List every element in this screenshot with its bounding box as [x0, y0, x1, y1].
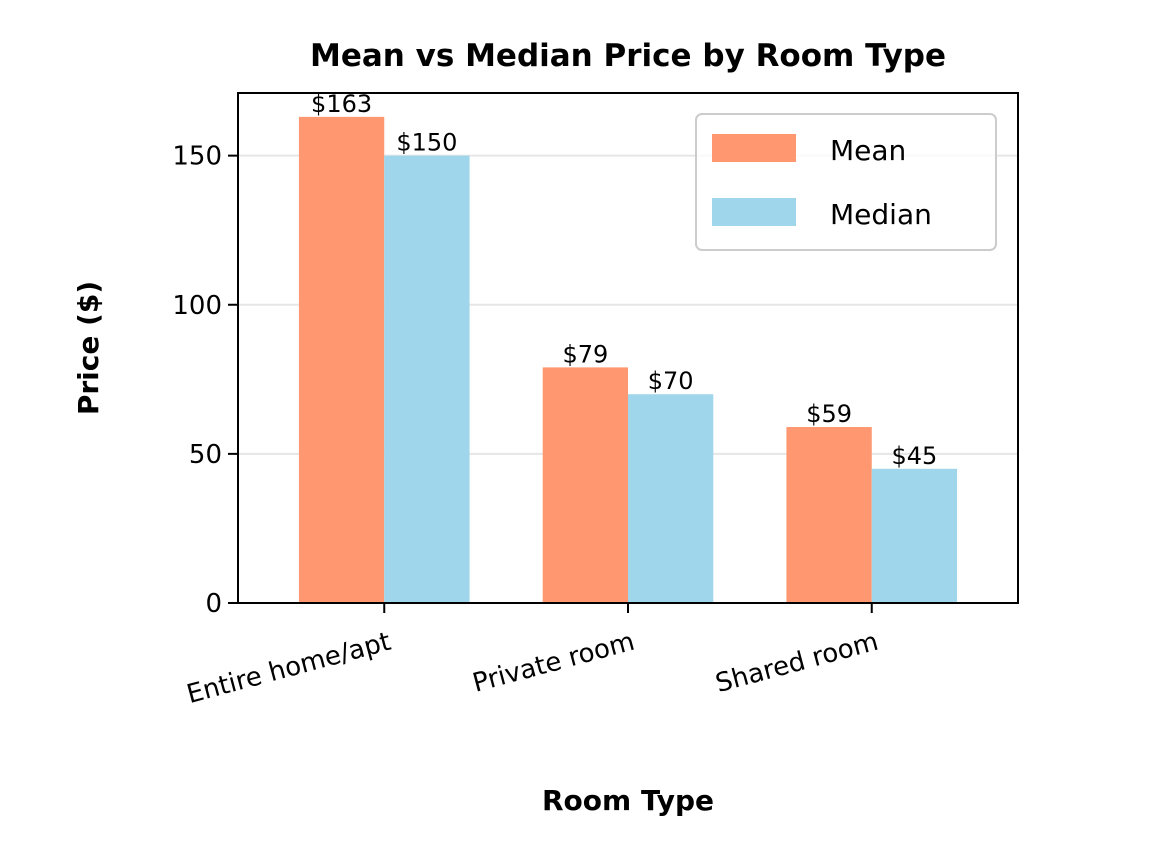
- legend-swatch-median: [712, 198, 796, 226]
- data-label-median: $45: [892, 442, 938, 470]
- data-labels: $163 $150 $79 $70 $59 $45: [311, 90, 937, 470]
- legend: Mean Median: [695, 113, 997, 251]
- data-label-mean: $163: [311, 90, 372, 118]
- bar-median: [628, 394, 714, 603]
- bars: [298, 116, 958, 603]
- data-label-mean: $79: [562, 340, 608, 368]
- legend-label-mean: Mean: [830, 134, 906, 167]
- y-axis-label: Price ($): [72, 281, 105, 415]
- y-tick-label: 100: [172, 291, 222, 321]
- bar-median: [384, 155, 470, 603]
- legend-swatch-mean: [712, 134, 796, 162]
- y-tick-label: 50: [189, 440, 222, 470]
- bar-mean: [542, 367, 628, 603]
- bar-median: [871, 468, 958, 603]
- y-tick-label: 0: [205, 589, 222, 619]
- x-axis-label: Room Type: [542, 784, 714, 817]
- legend-label-median: Median: [830, 198, 932, 231]
- chart-title: Mean vs Median Price by Room Type: [310, 38, 946, 74]
- data-label-median: $70: [648, 367, 694, 395]
- bar-mean: [786, 427, 872, 603]
- y-tick-label: 150: [172, 142, 222, 172]
- data-label-median: $150: [396, 129, 457, 157]
- y-axis-ticks: 0 50 100 150: [172, 142, 238, 619]
- data-label-mean: $59: [806, 400, 852, 428]
- bar-mean: [298, 116, 385, 603]
